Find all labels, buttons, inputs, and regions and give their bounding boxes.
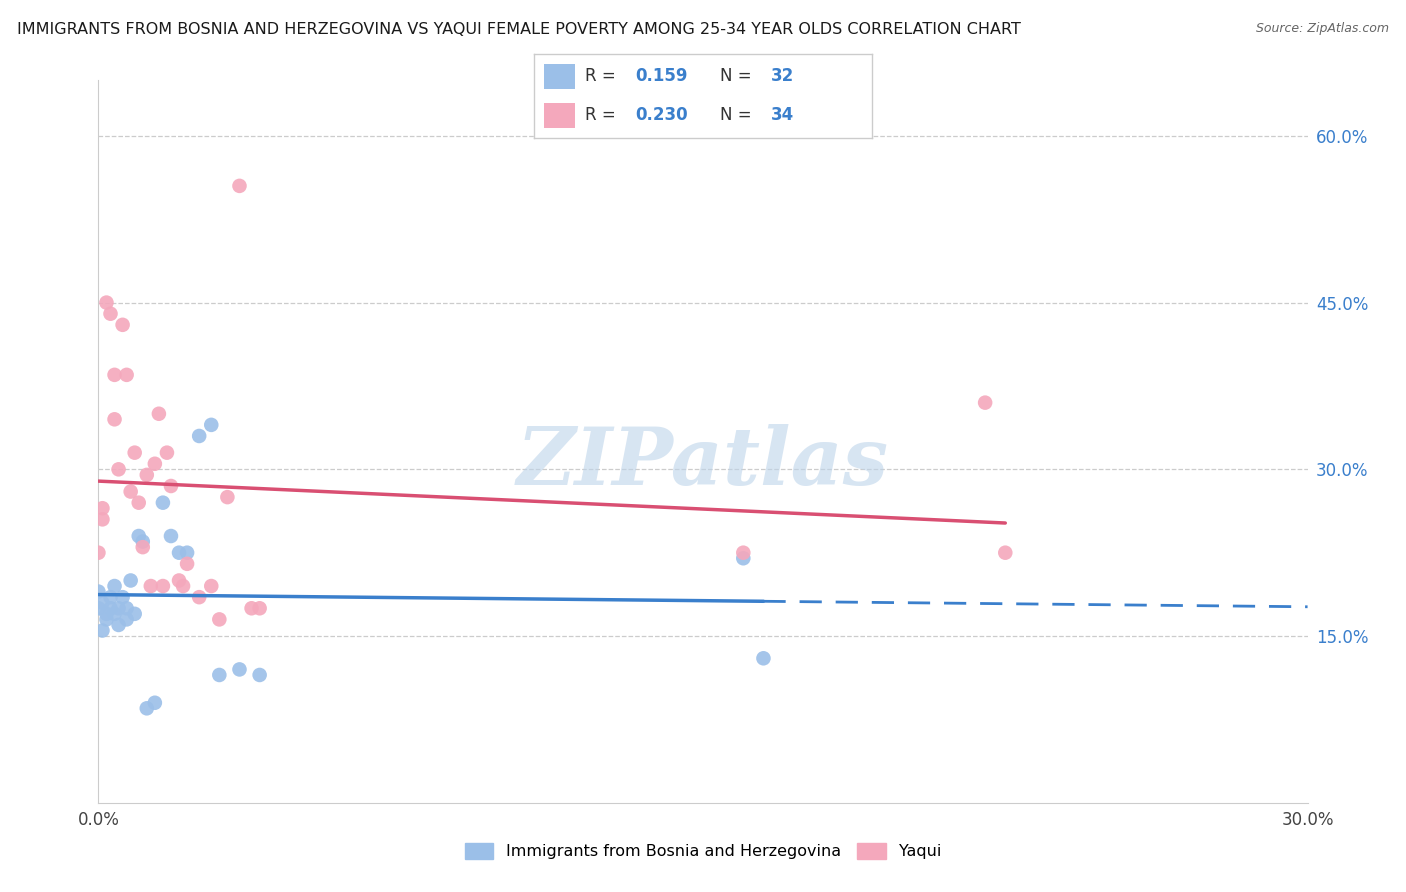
Point (135, 467, 157, 482)
Point (249, 601, 271, 615)
Point (115, 601, 138, 615)
Point (100, 307, 122, 321)
Point (152, 496, 174, 510)
Bar (544, 63, 575, 89)
Point (107, 601, 129, 615)
Point (107, 618, 129, 632)
Point (152, 579, 174, 593)
Text: 0.230: 0.230 (636, 106, 688, 124)
Text: N =: N = (720, 106, 756, 124)
Point (120, 484, 142, 499)
Point (107, 462, 129, 476)
Point (128, 496, 150, 510)
Point (100, 601, 122, 615)
Point (111, 590, 134, 604)
Point (103, 607, 125, 621)
Point (124, 607, 146, 621)
Point (228, 662, 250, 676)
Text: R =: R = (585, 68, 621, 86)
Text: 34: 34 (770, 106, 794, 124)
Point (132, 540, 155, 554)
Point (240, 601, 263, 615)
Text: N =: N = (720, 68, 756, 86)
Point (124, 445, 146, 459)
Point (143, 457, 166, 471)
Point (111, 318, 134, 332)
Point (974, 395, 997, 409)
Point (733, 551, 755, 566)
Text: R =: R = (585, 106, 621, 124)
Point (120, 574, 142, 588)
Point (128, 529, 150, 543)
Point (96, 612, 118, 626)
Point (87, 546, 110, 560)
Point (91, 501, 114, 516)
Point (200, 579, 222, 593)
Point (115, 612, 138, 626)
Point (139, 579, 162, 593)
Text: IMMIGRANTS FROM BOSNIA AND HERZEGOVINA VS YAQUI FEMALE POVERTY AMONG 25-34 YEAR : IMMIGRANTS FROM BOSNIA AND HERZEGOVINA V… (17, 22, 1021, 37)
Point (228, 178, 250, 193)
Point (148, 407, 170, 421)
Point (188, 429, 211, 443)
Text: ZIPatlas: ZIPatlas (517, 425, 889, 502)
Point (100, 590, 122, 604)
Point (103, 579, 125, 593)
Point (87, 601, 110, 615)
Point (208, 612, 231, 626)
Point (176, 546, 198, 560)
Point (176, 557, 198, 571)
Point (91, 596, 114, 610)
Point (156, 445, 179, 459)
Point (172, 579, 194, 593)
Text: 32: 32 (770, 68, 794, 86)
Point (115, 368, 138, 382)
Point (249, 668, 271, 682)
Point (167, 574, 190, 588)
Point (132, 534, 155, 549)
Text: Source: ZipAtlas.com: Source: ZipAtlas.com (1256, 22, 1389, 36)
Point (994, 546, 1017, 560)
Point (208, 668, 231, 682)
Point (91, 624, 114, 638)
Point (143, 696, 166, 710)
Point (135, 701, 157, 715)
Point (160, 529, 183, 543)
Legend: Immigrants from Bosnia and Herzegovina, Yaqui: Immigrants from Bosnia and Herzegovina, … (457, 835, 949, 867)
Point (103, 412, 125, 426)
Point (217, 490, 239, 504)
Point (91, 512, 114, 526)
Point (752, 651, 775, 665)
Point (200, 417, 222, 432)
Text: 0.159: 0.159 (636, 68, 688, 86)
Point (160, 479, 183, 493)
Point (96, 295, 118, 310)
Point (167, 546, 190, 560)
Point (188, 590, 211, 604)
Bar (544, 103, 575, 128)
Point (103, 368, 125, 382)
Point (96, 607, 118, 621)
Point (87, 584, 110, 599)
Point (733, 546, 755, 560)
